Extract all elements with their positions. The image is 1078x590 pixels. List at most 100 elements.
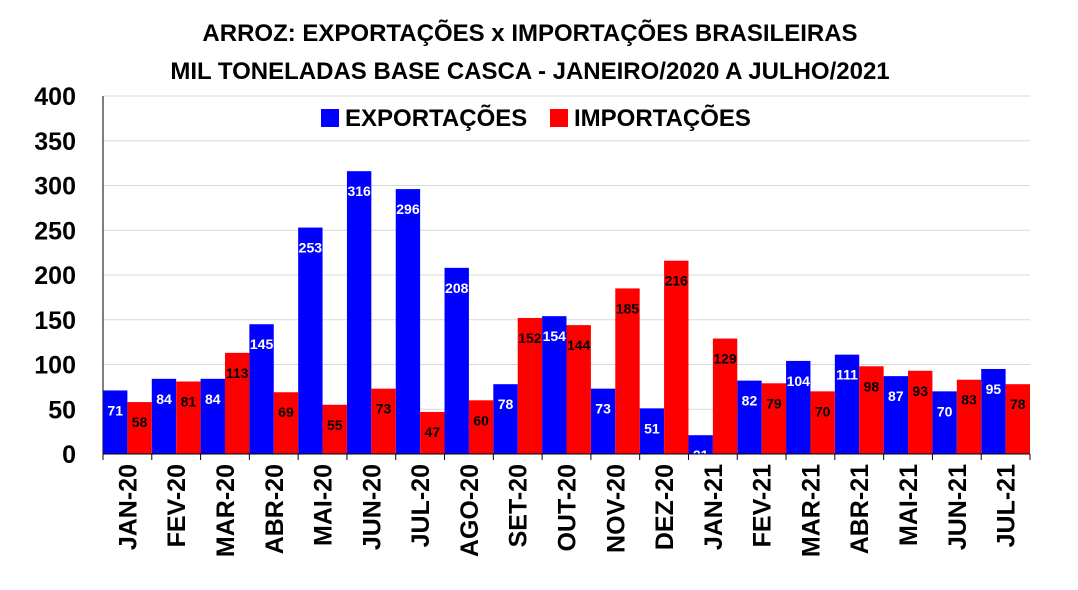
x-tick-label: MAR-20 [212,464,240,557]
y-tick-label: 150 [34,307,76,335]
bar-importacoes [761,383,787,454]
data-label: 145 [250,336,274,352]
data-label: 316 [347,183,371,199]
data-label: 104 [787,373,811,389]
data-label: 95 [986,381,1002,397]
bar-exportacoes [688,435,713,454]
y-tick-label: 250 [34,217,76,245]
bar-exportacoes [493,384,518,454]
data-label: 78 [1010,396,1026,412]
x-tick-label: JUN-21 [944,464,972,550]
bar-exportacoes [103,390,128,454]
bar-exportacoes [346,171,372,454]
data-label: 129 [713,351,737,367]
x-tick-label: JUL-20 [407,464,435,547]
bar-importacoes [1005,384,1030,454]
data-label: 73 [376,401,392,417]
bar-exportacoes [542,316,567,454]
data-label: 113 [226,365,249,381]
data-label: 47 [425,424,441,440]
data-label: 70 [937,403,953,419]
data-label: 296 [396,201,420,217]
x-tick-label: NOV-20 [602,464,630,553]
bar-exportacoes [298,227,323,454]
bar-importacoes [712,338,738,454]
bar-exportacoes [786,360,811,454]
bar-importacoes [566,325,591,454]
bar-exportacoes [883,376,909,454]
bar-exportacoes [249,324,274,454]
data-label: 69 [278,404,294,420]
data-label: 71 [107,402,123,418]
legend-label-importacoes: IMPORTAÇÕES [574,104,751,132]
data-label: 144 [567,337,591,353]
y-tick-label: 300 [34,173,76,201]
bar-importacoes [420,411,445,454]
bar-importacoes [127,402,152,454]
x-tick-label: MAR-21 [797,464,825,557]
bar-exportacoes [395,189,421,454]
bar-exportacoes [981,368,1006,454]
bar-importacoes [371,388,396,454]
x-tick-label: SET-20 [505,464,533,547]
data-label: 51 [644,420,660,436]
bar-importacoes [468,400,494,454]
bar-exportacoes [737,380,762,454]
bar-exportacoes [444,267,469,454]
x-tick-label: JAN-21 [700,464,728,550]
bar-importacoes [615,288,640,454]
x-tick-label: FEV-20 [163,464,191,547]
data-label: 60 [473,412,489,428]
data-label: 82 [742,393,758,409]
data-label: 93 [912,383,928,399]
data-label: 87 [888,388,904,404]
x-tick-label: JUL-21 [993,464,1021,547]
bar-importacoes [517,317,543,454]
y-tick-label: 0 [62,441,76,469]
x-tick-label: DEZ-20 [651,464,679,550]
bar-importacoes [224,352,250,454]
data-label: 58 [132,414,148,430]
x-tick-label: OUT-20 [554,464,582,552]
bar-importacoes [859,366,884,454]
y-tick-label: 350 [34,128,76,156]
x-axis: JAN-20 FEV-20 MAR-20 ABR-20 MAI-20 JUN-20 JUL-… [102,453,1031,557]
x-tick-label: JAN-20 [114,464,142,550]
legend: EXPORTAÇÕES IMPORTAÇÕES [321,104,751,132]
bar-exportacoes [639,408,665,454]
bars [103,171,1030,454]
data-label: 78 [498,396,514,412]
legend-swatch-importacoes [550,109,568,127]
x-tick-label: JUN-20 [358,464,386,550]
data-label: 55 [327,417,343,433]
y-axis: 0 50 100 150 200 250 300 350 400 [34,83,104,469]
x-tick-label: ABR-21 [846,464,874,554]
y-tick-label: 200 [34,262,76,290]
data-label: 216 [665,273,689,289]
data-label: 81 [181,394,197,410]
y-tick-label: 400 [34,83,76,111]
bar-exportacoes [151,378,177,454]
x-tick-label: FEV-21 [749,464,777,547]
x-tick-label: ABR-20 [261,464,289,554]
bar-importacoes [908,370,933,454]
legend-label-exportacoes: EXPORTAÇÕES [345,104,527,132]
data-label: 21 [693,447,709,463]
chart-title-line1: ARROZ: EXPORTAÇÕES x IMPORTAÇÕES BRASILE… [202,19,857,47]
bar-importacoes [176,381,201,454]
bar-exportacoes [834,354,860,454]
data-label: 185 [616,300,640,316]
x-tick-label: MAI-20 [310,464,338,546]
chart-title-line2: MIL TONELADAS BASE CASCA - JANEIRO/2020 … [170,58,889,85]
data-label: 253 [299,240,323,256]
data-label: 73 [595,401,611,417]
data-label: 84 [205,391,221,407]
x-tick-label: MAI-21 [895,464,923,546]
data-label: 70 [815,403,831,419]
data-label: 84 [156,391,172,407]
data-label: 152 [518,330,542,346]
data-label: 98 [864,378,880,394]
data-labels: 71 84 84 145 253 316 296 208 78 154 73 51 21 82 104 111… [107,183,1025,463]
bar-exportacoes [932,391,957,454]
